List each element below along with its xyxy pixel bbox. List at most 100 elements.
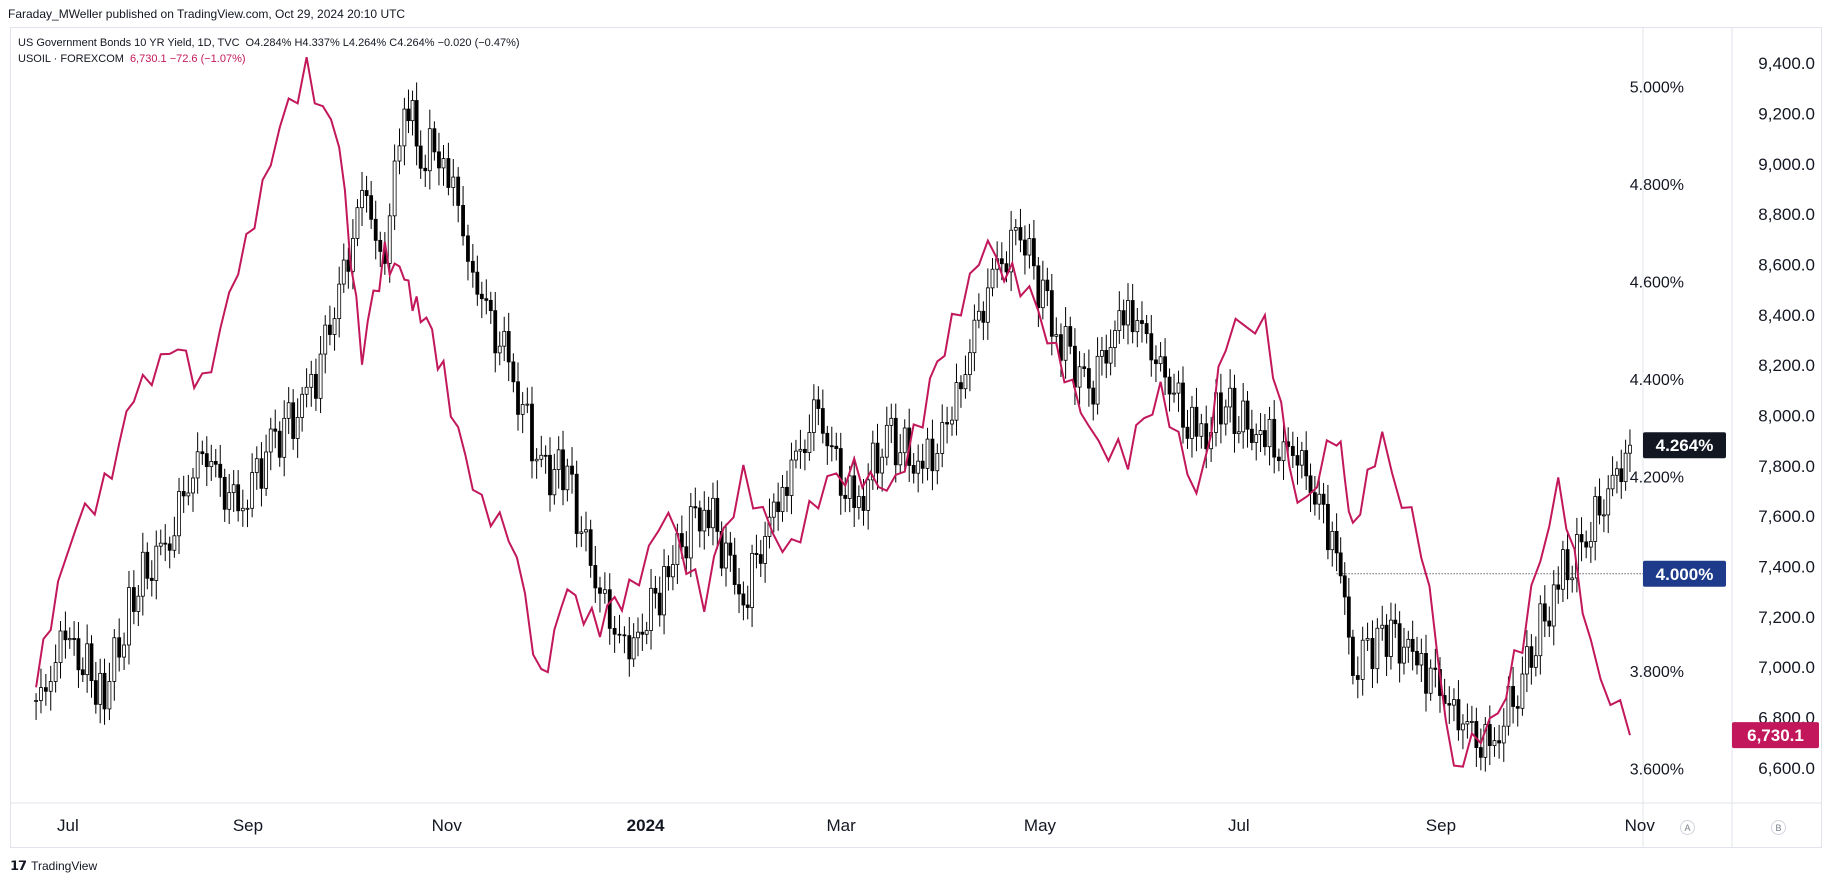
candle-body[interactable] [282, 417, 287, 458]
candle-body[interactable] [976, 310, 981, 321]
candle-body[interactable] [323, 324, 328, 355]
candle-body[interactable] [724, 542, 728, 569]
candle-body[interactable] [1533, 655, 1538, 668]
candle-body[interactable] [1223, 406, 1228, 425]
candle-body[interactable] [820, 408, 825, 434]
candle-body[interactable] [763, 536, 768, 564]
candle-body[interactable] [1077, 366, 1082, 388]
candle-body[interactable] [1158, 356, 1163, 365]
candle-body[interactable] [1606, 488, 1611, 516]
candle-body[interactable] [337, 283, 342, 320]
candle-body[interactable] [884, 424, 889, 458]
candle-body[interactable] [1204, 423, 1209, 450]
candle-body[interactable] [1338, 552, 1343, 577]
candle-body[interactable] [1236, 431, 1241, 435]
candle-body[interactable] [1126, 300, 1130, 326]
candle-body[interactable] [1095, 355, 1100, 405]
candle-body[interactable] [1086, 368, 1091, 389]
candle-body[interactable] [1167, 376, 1172, 395]
candle-body[interactable] [227, 492, 232, 510]
candle-body[interactable] [706, 509, 711, 529]
candle-body[interactable] [209, 461, 214, 468]
candle-body[interactable] [314, 373, 318, 399]
candle-body[interactable] [466, 235, 470, 262]
candle-body[interactable] [530, 403, 534, 462]
candle-body[interactable] [1326, 503, 1330, 551]
candle-body[interactable] [1365, 638, 1370, 641]
candle-body[interactable] [1154, 359, 1158, 365]
candle-body[interactable] [1082, 366, 1087, 369]
candle-body[interactable] [1108, 347, 1113, 364]
candle-body[interactable] [1254, 434, 1259, 443]
candle-body[interactable] [607, 589, 612, 629]
candle-body[interactable] [1063, 326, 1068, 361]
candle-body[interactable] [470, 260, 475, 273]
candle-body[interactable] [231, 484, 236, 494]
candle-body[interactable] [920, 460, 925, 469]
candle-body[interactable] [268, 428, 273, 453]
candle-body[interactable] [1194, 406, 1199, 437]
candle-body[interactable] [327, 324, 332, 335]
candle-body[interactable] [67, 638, 72, 641]
scale-b-button[interactable]: B [1771, 820, 1786, 835]
candle-body[interactable] [1469, 721, 1474, 723]
candle-body[interactable] [441, 158, 446, 169]
candle-body[interactable] [1232, 387, 1237, 435]
candle-body[interactable] [1263, 430, 1267, 448]
candle-body[interactable] [543, 454, 548, 457]
candle-body[interactable] [1615, 468, 1619, 476]
candle-body[interactable] [98, 672, 103, 705]
candle-body[interactable] [644, 630, 649, 635]
footer-logo-text[interactable]: TradingView [31, 859, 98, 873]
candle-body[interactable] [785, 486, 789, 496]
candle-body[interactable] [516, 381, 520, 415]
candle-body[interactable] [758, 554, 763, 564]
candle-body[interactable] [1040, 279, 1045, 309]
candle-body[interactable] [916, 460, 921, 474]
candle-body[interactable] [852, 475, 857, 508]
candle-body[interactable] [1117, 310, 1122, 331]
candle-body[interactable] [1565, 549, 1570, 581]
candle-body[interactable] [893, 417, 898, 466]
candle-body[interactable] [741, 593, 746, 606]
candle-body[interactable] [588, 529, 593, 566]
candle-body[interactable] [58, 630, 63, 663]
candle-body[interactable] [236, 484, 241, 512]
candle-body[interactable] [1104, 350, 1109, 364]
candle-body[interactable] [167, 543, 172, 551]
candle-body[interactable] [602, 589, 607, 594]
candle-body[interactable] [72, 638, 77, 640]
candle-body[interactable] [418, 145, 423, 169]
candle-body[interactable] [750, 552, 754, 608]
candle-body[interactable] [954, 382, 959, 421]
candle-body[interactable] [1190, 406, 1194, 439]
candle-body[interactable] [309, 373, 314, 388]
candle-body[interactable] [1415, 651, 1419, 666]
candle-body[interactable] [1389, 619, 1393, 657]
candle-body[interactable] [493, 310, 498, 354]
candle-body[interactable] [511, 361, 516, 383]
candle-body[interactable] [112, 637, 117, 682]
candle-body[interactable] [866, 479, 871, 511]
candle-body[interactable] [711, 497, 715, 529]
candle-body[interactable] [565, 465, 570, 491]
candle-body[interactable] [195, 451, 200, 479]
candle-body[interactable] [1013, 227, 1018, 231]
candle-body[interactable] [657, 592, 662, 616]
candle-body[interactable] [1276, 456, 1281, 462]
candle-body[interactable] [218, 463, 223, 478]
candle-body[interactable] [847, 475, 852, 499]
candle-body[interactable] [186, 492, 191, 497]
candle-body[interactable] [556, 449, 561, 470]
tradingview-logo-icon[interactable]: 𝟭𝟳 [10, 858, 27, 873]
candle-body[interactable] [163, 542, 168, 545]
candle-body[interactable] [350, 238, 355, 272]
candle-body[interactable] [446, 158, 451, 188]
candle-body[interactable] [1397, 623, 1402, 664]
candle-body[interactable] [935, 453, 940, 472]
candle-body[interactable] [1346, 596, 1351, 638]
candle-body[interactable] [1027, 238, 1032, 256]
candle-body[interactable] [570, 465, 574, 475]
candle-body[interactable] [369, 195, 374, 220]
